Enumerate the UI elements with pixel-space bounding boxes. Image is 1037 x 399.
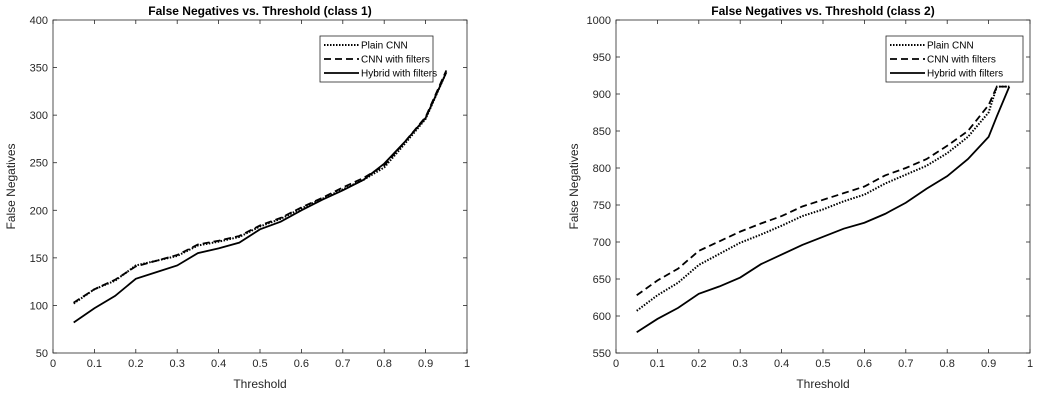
x-tick-label: 0.3: [170, 358, 185, 370]
x-tick-label: 0.6: [294, 358, 309, 370]
x-tick-label: 1: [464, 358, 470, 370]
y-tick-label: 550: [593, 348, 611, 360]
y-tick-label: 100: [30, 300, 48, 312]
y-tick-label: 50: [36, 348, 48, 360]
x-tick-label: 0.2: [691, 358, 706, 370]
legend-entry: Hybrid with filters: [927, 69, 1003, 80]
y-tick-label: 250: [30, 158, 48, 170]
x-tick-label: 0.4: [774, 358, 789, 370]
legend: Plain CNN CNN with filters Hybrid with fil…: [319, 35, 437, 83]
y-tick-label: 950: [593, 52, 611, 64]
x-tick-label: 0.5: [815, 358, 830, 370]
x-tick-label: 0.1: [87, 358, 102, 370]
x-tick-label: 0.8: [377, 358, 392, 370]
y-tick-label: 1000: [587, 15, 611, 27]
legend-box: [885, 35, 1024, 83]
legend-entry: CNN with filters: [927, 55, 996, 66]
legend-entry: CNN with filters: [361, 55, 430, 66]
x-tick-label: 0: [613, 358, 619, 370]
chart-panel-2: 0 0.1 0.2 0.3 0.4 0.5 0.6 0.7 0.8 0.9 1 550 600 650 70…: [567, 4, 1033, 391]
y-tick-label: 400: [30, 15, 48, 27]
legend-entry: Hybrid with filters: [361, 69, 437, 80]
x-axis-label: Threshold: [796, 377, 849, 391]
x-tick-label: 0: [50, 358, 56, 370]
x-tick-label: 1: [1027, 358, 1033, 370]
y-tick-label: 650: [593, 274, 611, 286]
series-line-solid: [73, 71, 448, 324]
series-line-solid: [636, 86, 1011, 334]
y-tick-label: 700: [593, 237, 611, 249]
y-tick-label: 600: [593, 311, 611, 323]
y-tick-label: 150: [30, 253, 48, 265]
x-tick-label: 0.6: [857, 358, 872, 370]
x-tick-label: 0.9: [418, 358, 433, 370]
x-tick-label: 0.8: [940, 358, 955, 370]
y-axis-label: False Negatives: [567, 143, 581, 229]
chart-title: False Negatives vs. Threshold (class 1): [148, 4, 371, 18]
y-tick-label: 300: [30, 110, 48, 122]
series-line-dashed: [636, 85, 1010, 297]
x-tick-label: 0.7: [898, 358, 913, 370]
x-tick-label: 0.1: [650, 358, 665, 370]
series-line-dotted: [636, 85, 1010, 312]
x-tick-label: 0.9: [981, 358, 996, 370]
y-tick-label: 800: [593, 163, 611, 175]
y-tick-label: 900: [593, 89, 611, 101]
legend: Plain CNN CNN with filters Hybrid with fil…: [885, 35, 1024, 83]
x-tick-label: 0.4: [211, 358, 226, 370]
y-tick-label: 750: [593, 200, 611, 212]
y-axis-label: False Negatives: [4, 143, 18, 229]
y-tick-label: 200: [30, 205, 48, 217]
series-line-dashed: [73, 70, 448, 304]
x-tick-label: 0.7: [335, 358, 350, 370]
chart-panel-1: 0 0.1 0.2 0.3 0.4 0.5 0.6 0.7 0.8 0.9 150100150200…: [4, 4, 470, 391]
x-tick-label: 0.3: [733, 358, 748, 370]
x-tick-label: 0.5: [252, 358, 267, 370]
legend-entry: Plain CNN: [927, 41, 974, 52]
x-tick-label: 0.2: [128, 358, 143, 370]
legend-entry: Plain CNN: [361, 41, 408, 52]
y-tick-label: 350: [30, 63, 48, 75]
y-tick-label: 850: [593, 126, 611, 138]
chart-title: False Negatives vs. Threshold (class 2): [711, 4, 934, 18]
x-axis-label: Threshold: [233, 377, 286, 391]
